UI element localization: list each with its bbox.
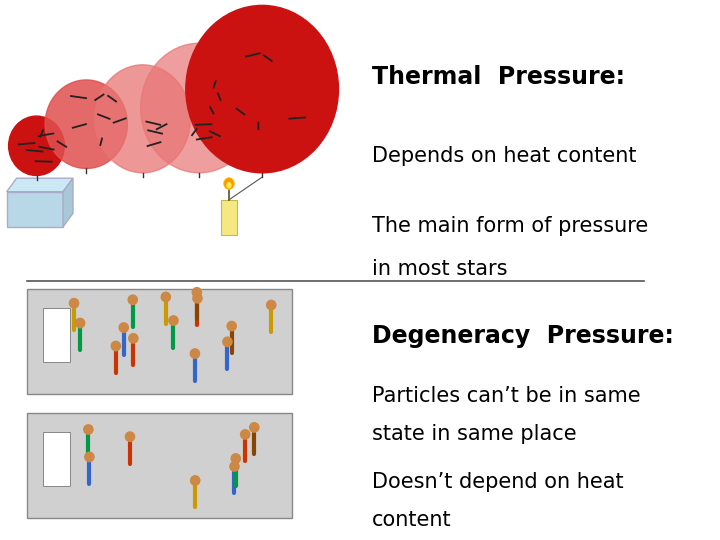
Ellipse shape	[125, 431, 135, 442]
Ellipse shape	[118, 322, 129, 333]
Ellipse shape	[140, 43, 258, 173]
Ellipse shape	[186, 5, 338, 173]
Ellipse shape	[84, 451, 95, 462]
Ellipse shape	[45, 80, 127, 168]
Ellipse shape	[224, 178, 234, 190]
Bar	[43, 432, 70, 486]
Ellipse shape	[249, 422, 260, 433]
Text: in most stars: in most stars	[372, 259, 507, 279]
Text: content: content	[372, 510, 451, 530]
Bar	[221, 200, 237, 235]
Ellipse shape	[111, 341, 121, 352]
Ellipse shape	[128, 333, 139, 344]
Ellipse shape	[189, 348, 200, 359]
Ellipse shape	[68, 298, 79, 308]
Polygon shape	[6, 178, 73, 192]
Ellipse shape	[75, 318, 86, 328]
Text: Particles can’t be in same: Particles can’t be in same	[372, 386, 640, 406]
Bar	[27, 413, 292, 518]
Ellipse shape	[222, 336, 233, 347]
Text: Depends on heat content: Depends on heat content	[372, 146, 636, 166]
Ellipse shape	[229, 461, 240, 472]
Ellipse shape	[226, 321, 237, 332]
Polygon shape	[63, 178, 73, 227]
Ellipse shape	[168, 315, 179, 326]
Ellipse shape	[192, 287, 202, 298]
Ellipse shape	[230, 453, 241, 464]
Bar	[27, 289, 292, 394]
Text: state in same place: state in same place	[372, 424, 576, 444]
Ellipse shape	[161, 292, 171, 302]
Ellipse shape	[266, 300, 276, 310]
Ellipse shape	[226, 182, 232, 188]
Ellipse shape	[240, 429, 251, 440]
Text: Degeneracy  Pressure:: Degeneracy Pressure:	[372, 324, 673, 348]
Ellipse shape	[9, 116, 64, 176]
Text: The main form of pressure: The main form of pressure	[372, 216, 648, 236]
Ellipse shape	[190, 475, 200, 486]
Bar	[43, 308, 70, 362]
Ellipse shape	[83, 424, 94, 435]
Text: Doesn’t depend on heat: Doesn’t depend on heat	[372, 472, 624, 492]
Text: Thermal  Pressure:: Thermal Pressure:	[372, 65, 625, 89]
Ellipse shape	[192, 293, 203, 303]
Bar	[6, 192, 63, 227]
Ellipse shape	[127, 294, 138, 305]
Ellipse shape	[95, 65, 191, 173]
